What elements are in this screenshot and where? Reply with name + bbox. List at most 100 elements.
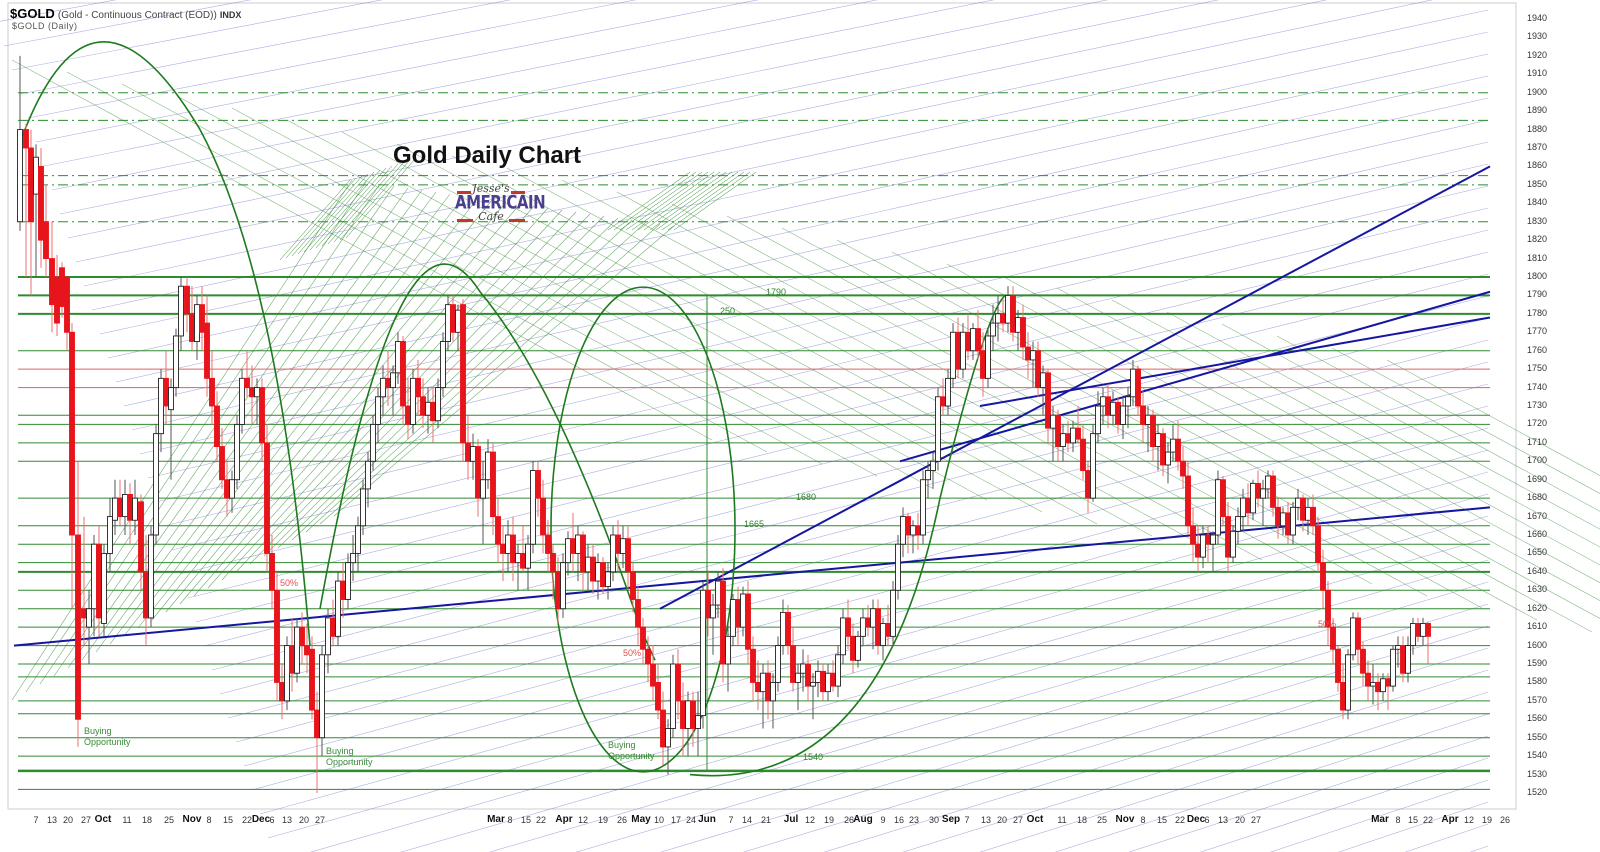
y-tick-label: 1920 [1527, 49, 1548, 60]
y-tick-label: 1530 [1527, 768, 1548, 779]
y-tick-label: 1610 [1527, 621, 1548, 632]
chart-title: Gold Daily Chart [393, 142, 582, 169]
x-tick-label: 9 [880, 815, 886, 825]
buying-opportunity-label: Buying Opportunity [326, 746, 373, 767]
x-tick-label: 7 [964, 815, 970, 825]
buying-opportunity-label: Buying Opportunity [608, 740, 655, 761]
x-tick-label: 15 [222, 815, 234, 825]
logo: Jesse's AMERICAIN Cafe [455, 182, 546, 233]
chart-header: $GOLD (Gold - Continuous Contract (EOD))… [10, 6, 241, 21]
logo-stripe-icon [457, 219, 473, 222]
y-tick-label: 1800 [1527, 271, 1548, 281]
x-tick-label: 19 [1481, 815, 1493, 825]
x-tick-label: 25 [1096, 815, 1108, 825]
x-tick-label: 11 [122, 815, 132, 825]
y-tick-label: 1630 [1527, 584, 1548, 595]
x-tick-label: Apr [1441, 814, 1459, 825]
x-tick-label: 6 [269, 815, 275, 825]
x-tick-label: 13 [1217, 815, 1229, 825]
x-tick-label: 23 [908, 815, 920, 825]
y-tick-label: 1600 [1527, 639, 1548, 650]
x-tick-label: Aug [853, 814, 873, 825]
y-tick-label: 1930 [1527, 31, 1548, 42]
x-tick-label: 20 [1234, 815, 1246, 825]
y-tick-label: 1640 [1527, 565, 1548, 576]
price-level-label: 1790 [766, 287, 787, 297]
y-tick-label: 1720 [1527, 418, 1548, 429]
y-tick-label: 1660 [1527, 529, 1548, 539]
x-tick-label: Sep [941, 814, 961, 825]
x-tick-label: 26 [1499, 815, 1511, 825]
x-tick-label: 22 [1174, 815, 1186, 825]
x-tick-label: 15 [1156, 815, 1168, 825]
y-tick-label: 1880 [1527, 123, 1548, 134]
y-tick-label: 1580 [1527, 676, 1548, 687]
x-tick-label: 13 [46, 815, 58, 825]
symbol-label: $GOLD [10, 6, 55, 21]
x-tick-label: May [631, 814, 651, 825]
x-tick-label: 20 [62, 815, 74, 825]
x-tick-label: Apr [555, 814, 573, 825]
y-tick-label: 1760 [1527, 344, 1548, 355]
x-tick-label: 21 [760, 815, 772, 825]
x-tick-label: 7 [728, 815, 734, 825]
x-tick-label: 6 [1204, 815, 1210, 825]
y-tick-label: 1650 [1527, 547, 1548, 558]
y-tick-label: 1870 [1527, 142, 1548, 152]
y-tick-label: 1700 [1527, 455, 1548, 466]
y-tick-label: 1570 [1527, 694, 1548, 705]
logo-line2: AMERICAIN [455, 190, 546, 214]
y-tick-label: 1710 [1527, 436, 1548, 447]
fib-50-label: 50% [280, 578, 299, 588]
x-tick-label: 22 [241, 815, 253, 825]
y-tick-label: 1910 [1527, 68, 1548, 79]
y-tick-label: 1790 [1527, 289, 1548, 300]
x-tick-label: Dec [1186, 814, 1206, 825]
x-tick-label: 15 [520, 815, 532, 825]
x-tick-label: 8 [1140, 815, 1146, 825]
logo-line1: Jesse's [472, 182, 510, 195]
x-tick-label: Oct [1026, 814, 1044, 825]
x-tick-label: 14 [741, 815, 753, 825]
y-tick-label: 1670 [1527, 510, 1548, 521]
y-tick-label: 1560 [1527, 713, 1548, 724]
x-tick-label: 19 [823, 815, 835, 825]
x-tick-label: 12 [804, 815, 816, 825]
x-tick-label: 27 [1012, 815, 1024, 825]
x-tick-label: 22 [1422, 815, 1434, 825]
y-tick-label: 1810 [1527, 252, 1548, 263]
x-tick-label: Oct [94, 814, 112, 825]
x-tick-label: Jun [698, 814, 716, 825]
y-tick-label: 1900 [1527, 86, 1548, 97]
y-tick-label: 1830 [1527, 215, 1548, 226]
y-tick-label: 1750 [1527, 363, 1548, 374]
x-tick-label: 15 [1407, 815, 1419, 825]
x-tick-label: 12 [577, 815, 589, 825]
x-tick-label: Jul [783, 814, 799, 825]
x-tick-label: 12 [1463, 815, 1475, 825]
y-tick-label: 1620 [1527, 602, 1548, 613]
y-tick-label: 1690 [1527, 473, 1548, 484]
x-tick-label: 27 [80, 815, 92, 825]
y-tick-label: 1890 [1527, 105, 1548, 116]
x-tick-label: 7 [33, 815, 39, 825]
y-tick-label: 1940 [1527, 13, 1548, 23]
logo-stripe-icon [457, 191, 471, 194]
x-tick-label: Mar [487, 814, 505, 825]
y-tick-label: 1820 [1527, 234, 1548, 245]
chart-subtitle: $GOLD (Daily) [12, 21, 78, 31]
y-tick-label: 1850 [1527, 178, 1548, 189]
x-tick-label: 8 [206, 815, 212, 825]
price-level-label: 250 [720, 306, 736, 316]
x-tick-label: 25 [163, 815, 175, 825]
x-tick-label: 26 [616, 815, 628, 825]
price-level-label: 1540 [803, 752, 824, 762]
x-tick-label: Mar [1371, 814, 1389, 825]
y-tick-label: 1770 [1527, 326, 1548, 337]
x-tick-label: 13 [980, 815, 992, 825]
x-tick-label: 13 [281, 815, 293, 825]
exchange-label: INDX [219, 10, 242, 20]
y-tick-label: 1730 [1527, 400, 1548, 410]
